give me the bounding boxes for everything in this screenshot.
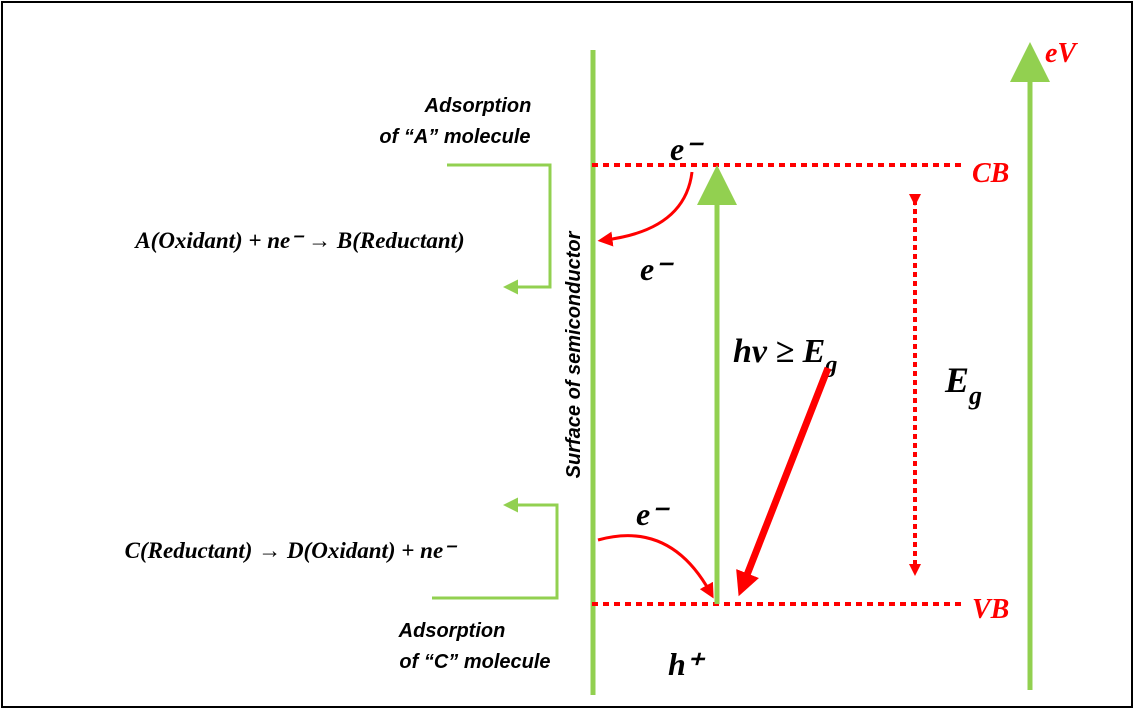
reaction-equation: C(Reductant) → D(Oxidant) + ne⁻	[125, 538, 458, 563]
electron-transfer-top	[597, 171, 694, 247]
reaction-equation: A(Oxidant) + ne⁻ → B(Reductant)	[133, 228, 464, 253]
adsorption-label: Adsorption	[424, 95, 532, 117]
adsorption-label: Adsorption	[398, 620, 506, 642]
gap-label: Eg	[944, 360, 982, 410]
photon-arrow	[736, 366, 832, 597]
vb-label: VB	[972, 594, 1009, 625]
axis-label: eV	[1045, 38, 1078, 69]
adsorption-label: of “A” molecule	[379, 126, 530, 148]
electron-label: e⁻	[670, 131, 704, 167]
electron-label: e⁻	[640, 251, 674, 287]
hole-label: h⁺	[668, 646, 706, 682]
surface-label: Surface of semiconductor	[563, 230, 585, 478]
adsorption-label: of “C” molecule	[399, 651, 550, 673]
adsorption-bracket-top	[447, 163, 552, 295]
adsorption-bracket-bottom	[432, 497, 559, 600]
electron-label: e⁻	[636, 496, 670, 532]
photon-label: hv ≥ Eg	[733, 333, 837, 378]
electron-transfer-bottom	[597, 534, 714, 599]
cb-label: CB	[972, 158, 1009, 189]
